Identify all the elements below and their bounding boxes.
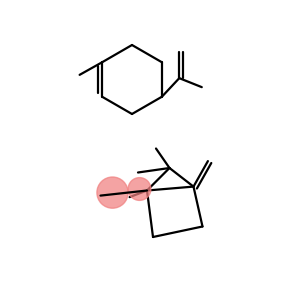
Circle shape (128, 178, 151, 200)
Circle shape (97, 177, 128, 208)
